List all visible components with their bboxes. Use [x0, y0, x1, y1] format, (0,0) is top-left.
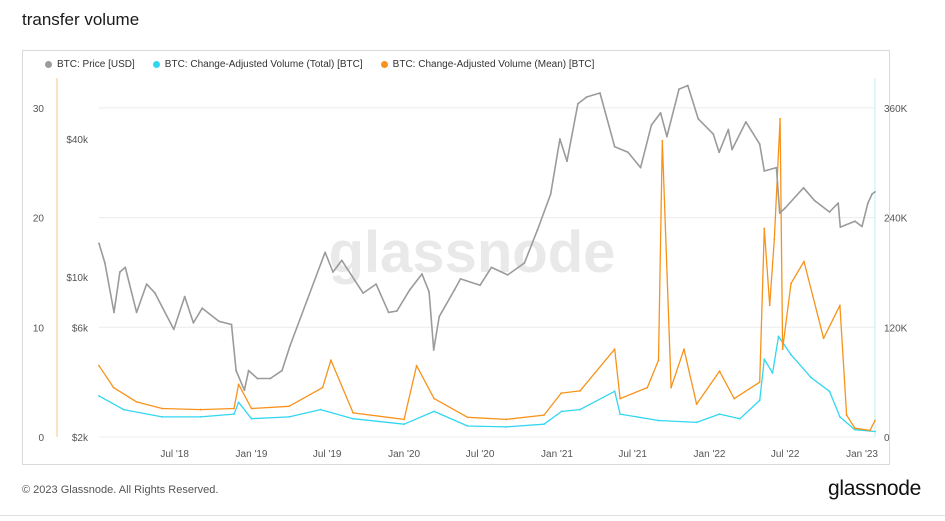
chart-legend: BTC: Price [USD] BTC: Change-Adjusted Vo… — [45, 59, 594, 70]
legend-item-mean[interactable]: BTC: Change-Adjusted Volume (Mean) [BTC] — [380, 59, 595, 70]
legend-dot-total — [152, 61, 160, 68]
legend-item-total[interactable]: BTC: Change-Adjusted Volume (Total) [BTC… — [152, 59, 363, 70]
legend-dot-mean — [380, 61, 388, 68]
brand-logo: glassnode — [827, 477, 921, 500]
legend-label-total: BTC: Change-Adjusted Volume (Total) [BTC… — [164, 59, 363, 70]
legend-dot-price — [45, 61, 52, 68]
chart-card: BTC: Price [USD] BTC: Change-Adjusted Vo… — [22, 50, 890, 465]
chart-title: transfer volume — [22, 10, 140, 29]
copyright-footer: © 2023 Glassnode. All Rights Reserved. — [22, 484, 219, 496]
legend-label-mean: BTC: Change-Adjusted Volume (Mean) [BTC] — [392, 59, 595, 70]
legend-label-price: BTC: Price [USD] — [57, 59, 135, 70]
legend-item-price[interactable]: BTC: Price [USD] — [45, 59, 135, 70]
footer-divider — [0, 515, 945, 516]
